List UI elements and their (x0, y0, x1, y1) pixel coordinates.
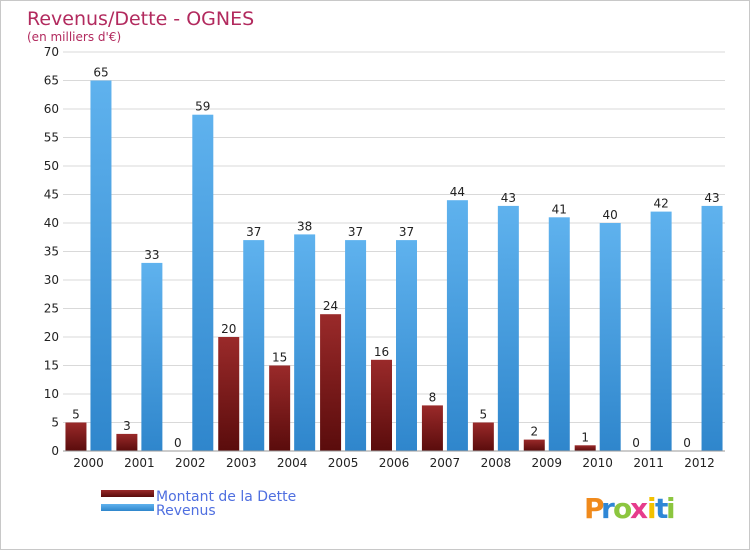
logo-letter: r (601, 492, 615, 525)
chart-title: Revenus/Dette - OGNES (27, 8, 254, 30)
bar-debt (269, 365, 291, 451)
data-labels: 5653330592037153824371637844543241140042… (72, 66, 720, 451)
grid-lines (63, 51, 725, 452)
y-tick-label: 0 (51, 444, 59, 458)
data-label-debt: 16 (374, 345, 389, 359)
y-tick-label: 35 (44, 245, 59, 259)
data-label-revenue: 65 (93, 66, 108, 80)
bar-revenue (446, 200, 468, 451)
bar-revenue (345, 240, 367, 451)
bar-revenue (294, 234, 316, 451)
y-tick-label: 55 (44, 131, 59, 145)
y-tick-label: 60 (44, 102, 59, 116)
data-label-revenue: 37 (348, 225, 363, 239)
bar-debt (320, 314, 342, 451)
x-tick-label: 2003 (226, 456, 257, 470)
data-label-revenue: 43 (501, 191, 516, 205)
bar-debt (472, 422, 494, 451)
x-tick-label: 2002 (175, 456, 206, 470)
data-label-revenue: 43 (704, 191, 719, 205)
y-tick-label: 20 (44, 330, 59, 344)
bar-debt (371, 359, 392, 451)
data-label-revenue: 37 (399, 225, 414, 239)
y-tick-label: 40 (44, 216, 59, 230)
x-tick-label: 2007 (430, 456, 461, 470)
data-label-debt: 8 (429, 390, 437, 404)
bar-debt (65, 422, 87, 451)
x-tick-label: 2008 (481, 456, 512, 470)
bar-revenue (701, 205, 723, 451)
logo-letter: o (613, 492, 632, 525)
logo-letter: P (584, 492, 605, 525)
legend-swatch-revenue (101, 504, 154, 511)
bar-debt (218, 337, 240, 451)
x-tick-label: 2001 (124, 456, 155, 470)
y-tick-label: 30 (44, 273, 59, 287)
y-tick-label: 25 (44, 302, 59, 316)
data-label-debt: 24 (323, 299, 338, 313)
y-tick-label: 50 (44, 159, 59, 173)
data-label-debt: 1 (581, 430, 589, 444)
bars (65, 80, 723, 451)
logo-letter: x (630, 492, 648, 525)
logo-letter: i (666, 492, 676, 525)
legend-swatch-debt (101, 490, 154, 497)
x-tick-label: 2010 (582, 456, 613, 470)
y-tick-label: 70 (44, 45, 59, 59)
bar-revenue (192, 114, 214, 451)
data-label-revenue: 41 (552, 202, 567, 216)
data-label-revenue: 38 (297, 219, 312, 233)
bar-debt (116, 433, 138, 451)
x-tick-label: 2011 (633, 456, 664, 470)
x-tick-label: 2012 (684, 456, 715, 470)
bar-revenue (650, 211, 672, 451)
x-tick-label: 2009 (531, 456, 562, 470)
y-tick-label: 5 (51, 416, 59, 430)
data-label-revenue: 37 (246, 225, 261, 239)
bar-revenue (396, 240, 417, 451)
data-label-debt: 5 (72, 408, 80, 422)
data-label-debt: 2 (530, 425, 538, 439)
x-tick-label: 2004 (277, 456, 308, 470)
data-label-revenue: 44 (450, 185, 465, 199)
y-tick-label: 45 (44, 188, 59, 202)
data-label-debt: 0 (174, 436, 182, 450)
bar-revenue (497, 205, 519, 451)
bar-debt (523, 439, 545, 451)
data-label-revenue: 42 (653, 197, 668, 211)
data-label-debt: 0 (632, 436, 640, 450)
y-tick-label: 15 (44, 359, 59, 373)
x-tick-label: 2005 (328, 456, 359, 470)
x-tick-label: 2006 (379, 456, 410, 470)
bar-revenue (141, 262, 163, 451)
legend-label-revenue: Revenus (156, 503, 216, 519)
x-axis-ticks: 2000 2001 2002 2003 2004 2005 2006 2007 2008 2009… (73, 456, 715, 470)
bar-revenue (90, 80, 112, 451)
data-label-revenue: 59 (195, 100, 210, 114)
legend-label-debt: Montant de la Dette (156, 489, 296, 505)
data-label-debt: 0 (683, 436, 691, 450)
y-tick-label: 10 (44, 387, 59, 401)
bar-revenue (599, 223, 621, 451)
y-axis-ticks: 0 5 10 15 20 25 30 35 40 45 50 55 60 65 70 (44, 45, 59, 458)
x-tick-label: 2000 (73, 456, 104, 470)
data-label-debt: 15 (272, 351, 287, 365)
bar-revenue (243, 240, 265, 451)
data-label-debt: 20 (221, 322, 236, 336)
data-label-revenue: 40 (603, 208, 618, 222)
chart-subtitle: (en milliers d'€) (27, 30, 121, 44)
bar-debt (574, 445, 596, 451)
bar-debt (421, 405, 443, 451)
data-label-debt: 3 (123, 419, 131, 433)
data-label-debt: 5 (480, 408, 488, 422)
data-label-revenue: 33 (144, 248, 159, 262)
bar-revenue (548, 217, 570, 451)
logo-letter: i (647, 492, 657, 525)
legend: Montant de la Dette Revenus (101, 489, 296, 519)
y-tick-label: 65 (44, 74, 59, 88)
logo-letter: t (655, 492, 668, 525)
